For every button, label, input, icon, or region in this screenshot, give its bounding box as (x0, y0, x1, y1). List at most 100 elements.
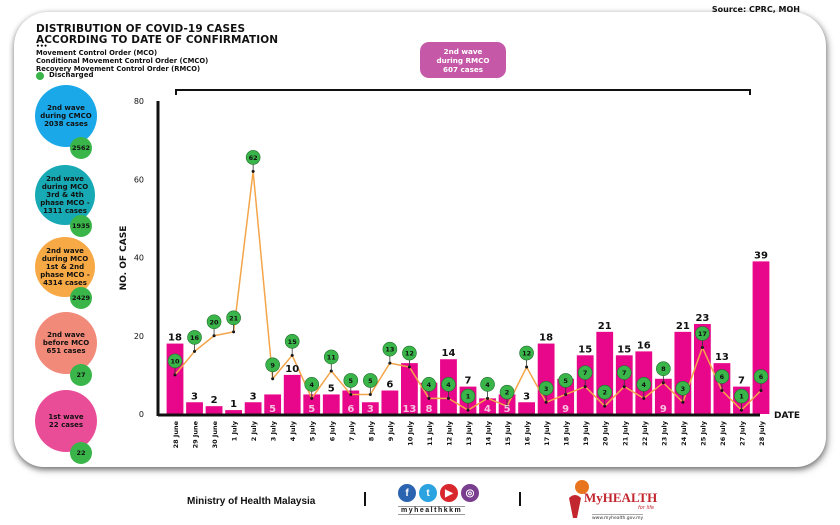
twitter-icon[interactable]: t (419, 484, 437, 502)
discharged-legend-dot-icon (36, 72, 44, 80)
legend-cmco: Conditional Movement Control Order (CMCO… (36, 57, 209, 65)
bar-value-label: 18 (539, 333, 553, 344)
discharged-marker (402, 345, 417, 361)
bar-value-label: 3 (250, 391, 257, 402)
bar-value-label: 13 (715, 352, 729, 363)
discharged-marker (753, 369, 769, 384)
discharged-marker (558, 373, 573, 388)
x-tick-label: 29 June (192, 420, 200, 448)
bar-29-june (186, 402, 203, 414)
title-line-1: DISTRIBUTION OF COVID-19 CASES (36, 23, 246, 35)
bar-value-label: 9 (562, 404, 569, 415)
discharged-marker (304, 377, 320, 392)
x-tick-label: 17 July (543, 420, 551, 446)
wave-bubble-label: 2nd wave before MCO 651 cases (42, 331, 90, 355)
x-tick-label: 10 July (406, 420, 414, 446)
bar-value-label: 7 (738, 376, 745, 387)
discharged-marker (187, 330, 202, 345)
bar-value-label: 5 (269, 404, 276, 415)
bar-3-july (264, 394, 282, 414)
discharged-marker (284, 334, 300, 349)
discharged-label: 12 (405, 350, 414, 358)
title-line-2: ACCORDING TO DATE OF CONFIRMATION (36, 34, 279, 46)
wave-bubble-label: 2nd wave during CMCO 2038 cases (40, 104, 92, 128)
discharged-label: 3 (681, 385, 686, 393)
x-tick-label: 23 July (660, 420, 668, 446)
x-tick-label: 22 July (641, 420, 649, 446)
x-tick-label: 26 July (719, 420, 727, 446)
x-tick-label: 18 July (563, 420, 571, 446)
rmco-bracket (175, 89, 751, 95)
bar-value-label: 5 (328, 383, 335, 394)
x-tick-label: 12 July (445, 420, 453, 446)
rmco-bracket-line (175, 89, 751, 95)
source-label: Source: CPRC, MOH (711, 5, 800, 14)
discharged-label: 15 (288, 338, 298, 346)
footer-divider (519, 492, 521, 506)
myhealth-logo-icon (569, 480, 589, 518)
discharged-label: 16 (190, 334, 200, 342)
rmco-line-3: 607 cases (442, 64, 484, 74)
facebook-icon[interactable]: f (398, 484, 416, 502)
wave-discharged-badge: 1935 (70, 215, 92, 237)
myhealth-url: www.myhealth.gov.my (592, 514, 644, 521)
legend-rmco: Recovery Movement Control Order (RMCO) (36, 65, 201, 73)
instagram-icon[interactable]: ◎ (461, 484, 479, 502)
bar-value-label: 39 (754, 250, 768, 261)
x-tick-label: 25 July (699, 420, 707, 446)
discharged-label: 10 (170, 357, 180, 365)
discharged-label: 5 (349, 377, 354, 385)
discharged-label: 21 (229, 314, 239, 322)
x-tick-label: 11 July (426, 420, 434, 446)
rmco-annotation-box: 2nd wave during RMCO 607 cases (420, 42, 506, 78)
x-tick-label: 21 July (621, 420, 629, 446)
x-tick-label: 6 July (328, 420, 336, 441)
bar-value-label: 16 (637, 340, 651, 351)
x-tick-label: 28 July (758, 420, 766, 446)
rmco-line-1: 2nd wave (443, 46, 483, 56)
x-tick-label: 27 July (738, 420, 746, 446)
footer-divider (364, 492, 366, 506)
discharged-label: 6 (759, 373, 764, 381)
discharged-marker (323, 349, 339, 365)
bar-17-july (537, 343, 555, 414)
x-axis-title: DATE (774, 411, 800, 421)
discharged-marker (421, 377, 437, 392)
discharged-marker (226, 310, 241, 326)
discharged-marker (519, 345, 534, 361)
youtube-icon[interactable]: ▶ (440, 484, 458, 502)
discharged-marker (441, 377, 456, 392)
discharged-label: 7 (622, 369, 627, 377)
myhealth-tagline: for life (638, 505, 655, 511)
discharged-label: 2 (505, 389, 510, 397)
discharged-marker (577, 365, 593, 380)
bar-value-label: 6 (347, 404, 354, 415)
y-tick-label: 20 (134, 332, 144, 341)
bar-1-july (225, 410, 242, 414)
discharged-label: 12 (522, 350, 531, 358)
discharged-marker (245, 150, 261, 165)
discharged-marker (616, 365, 632, 380)
wave-discharged-badge: 2429 (70, 287, 92, 309)
discharged-marker (167, 353, 183, 369)
legend-mco: Movement Control Order (MCO) (36, 49, 158, 57)
discharged-label: 8 (661, 365, 666, 373)
discharged-marker (675, 380, 691, 396)
discharged-label: 9 (270, 361, 275, 369)
bar-value-label: 2 (211, 395, 218, 406)
x-tick-label: 4 July (289, 420, 297, 441)
y-tick-label: 80 (134, 97, 144, 106)
bar-value-label: 3 (191, 391, 198, 402)
wave-bubble: 2nd wave before MCO 651 cases (35, 312, 97, 374)
wave-bubble-label: 1st wave 22 cases (48, 413, 84, 429)
wave-discharged-badge: 22 (70, 442, 92, 464)
discharged-label: 4 (485, 381, 490, 389)
x-tick-label: 9 July (387, 420, 395, 441)
discharged-marker (382, 341, 398, 357)
bar-value-label: 3 (367, 404, 374, 415)
bar-18-july (557, 378, 575, 414)
bar-value-label: 8 (425, 404, 432, 415)
wave-bubble-label: 2nd wave during MCO 3rd & 4th phase MCO -13… (40, 175, 90, 215)
